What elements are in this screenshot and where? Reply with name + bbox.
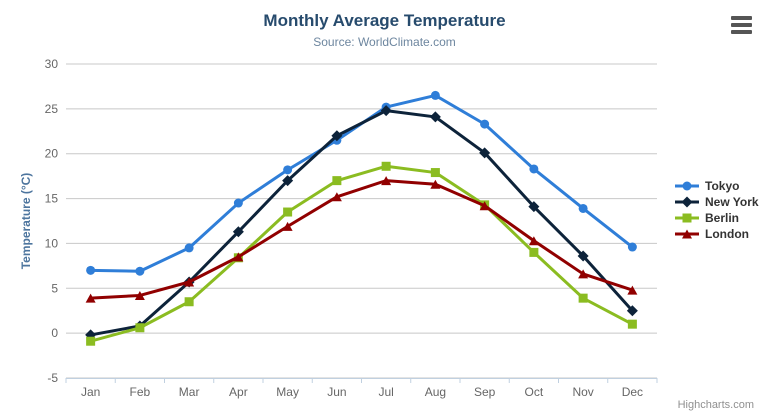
data-point[interactable] — [480, 119, 490, 129]
x-tick-label: Mar — [179, 385, 200, 399]
x-tick-label: Jan — [81, 385, 100, 399]
data-point[interactable] — [430, 168, 440, 178]
x-axis — [65, 378, 658, 383]
data-point[interactable] — [283, 207, 293, 217]
data-point[interactable] — [479, 201, 490, 211]
gridlines — [66, 63, 657, 379]
series-tokyo[interactable] — [86, 90, 637, 276]
legend-item-london[interactable]: London — [674, 226, 759, 242]
data-point[interactable] — [283, 165, 293, 175]
data-point[interactable] — [578, 269, 589, 279]
data-point[interactable] — [332, 176, 342, 186]
y-tick-label: 0 — [51, 326, 58, 340]
data-point[interactable] — [381, 161, 391, 171]
y-tick-label: -5 — [47, 371, 58, 385]
data-point[interactable] — [479, 147, 491, 159]
y-tick-label: 25 — [45, 102, 59, 116]
series-new-york[interactable] — [85, 105, 638, 341]
data-point[interactable] — [627, 319, 637, 329]
data-point[interactable] — [233, 252, 244, 262]
diamond-legend-icon — [675, 196, 699, 208]
data-point[interactable] — [381, 176, 392, 186]
data-point[interactable] — [578, 203, 588, 213]
data-point[interactable] — [430, 179, 441, 189]
credits-link[interactable]: Highcharts.com — [677, 399, 754, 411]
data-point[interactable] — [528, 201, 540, 213]
legend-item-berlin[interactable]: Berlin — [674, 210, 759, 226]
y-tick-label: 20 — [45, 147, 59, 161]
legend-label: London — [705, 227, 749, 241]
x-axis-labels: Jan Feb Mar Apr May Jun Jul Aug Sep Oct Nov Dec — [81, 385, 643, 399]
data-point[interactable] — [627, 285, 638, 295]
circle-legend-icon — [675, 181, 699, 191]
y-tick-label: 5 — [51, 281, 58, 295]
y-axis-title: Temperature (°C) — [19, 173, 33, 270]
triangle-legend-icon — [675, 229, 699, 239]
y-tick-label: 15 — [45, 192, 59, 206]
x-tick-label: May — [276, 385, 299, 399]
data-point[interactable] — [529, 164, 539, 174]
data-point[interactable] — [577, 250, 589, 262]
data-point[interactable] — [85, 293, 96, 303]
chart-subtitle: Source: WorldClimate.com — [313, 35, 456, 49]
y-tick-label: 30 — [45, 57, 59, 71]
legend-label: Tokyo — [705, 179, 740, 193]
export-menu-button[interactable] — [731, 15, 753, 35]
data-point[interactable] — [135, 323, 145, 333]
x-tick-label: Nov — [572, 385, 593, 399]
legend-label: Berlin — [705, 211, 740, 225]
data-point[interactable] — [380, 105, 392, 117]
data-point[interactable] — [86, 265, 96, 275]
series-london[interactable] — [85, 176, 638, 303]
data-point[interactable] — [282, 221, 293, 231]
x-tick-label: Apr — [229, 385, 248, 399]
y-axis-labels: -5 0 5 10 15 20 25 30 — [45, 57, 59, 385]
data-point[interactable] — [429, 111, 441, 123]
data-point[interactable] — [135, 266, 145, 276]
x-tick-label: Dec — [622, 385, 643, 399]
data-point[interactable] — [134, 290, 145, 300]
data-point[interactable] — [184, 243, 194, 253]
data-point[interactable] — [184, 297, 194, 307]
y-tick-label: 10 — [45, 236, 59, 250]
x-tick-label: Sep — [474, 385, 496, 399]
data-point[interactable] — [86, 336, 96, 346]
x-tick-label: Jul — [378, 385, 393, 399]
series-berlin[interactable] — [86, 161, 637, 346]
data-point[interactable] — [331, 192, 342, 202]
x-tick-label: Jun — [327, 385, 346, 399]
legend: Tokyo New York Berlin London — [674, 178, 759, 242]
data-point[interactable] — [528, 236, 539, 246]
legend-item-new-york[interactable]: New York — [674, 194, 759, 210]
legend-item-tokyo[interactable]: Tokyo — [674, 178, 759, 194]
data-point[interactable] — [184, 277, 195, 287]
chart-title: Monthly Average Temperature — [263, 11, 506, 30]
data-point[interactable] — [232, 226, 244, 238]
data-point[interactable] — [627, 242, 637, 252]
legend-label: New York — [705, 195, 759, 209]
data-point[interactable] — [331, 130, 343, 142]
data-point[interactable] — [282, 175, 294, 187]
square-legend-icon — [675, 213, 699, 223]
x-tick-label: Feb — [130, 385, 151, 399]
data-point[interactable] — [578, 293, 588, 303]
data-point[interactable] — [430, 90, 440, 100]
data-point[interactable] — [233, 198, 243, 208]
x-tick-label: Oct — [525, 385, 544, 399]
data-point[interactable] — [529, 247, 539, 257]
data-point[interactable] — [626, 305, 638, 317]
x-tick-label: Aug — [425, 385, 446, 399]
